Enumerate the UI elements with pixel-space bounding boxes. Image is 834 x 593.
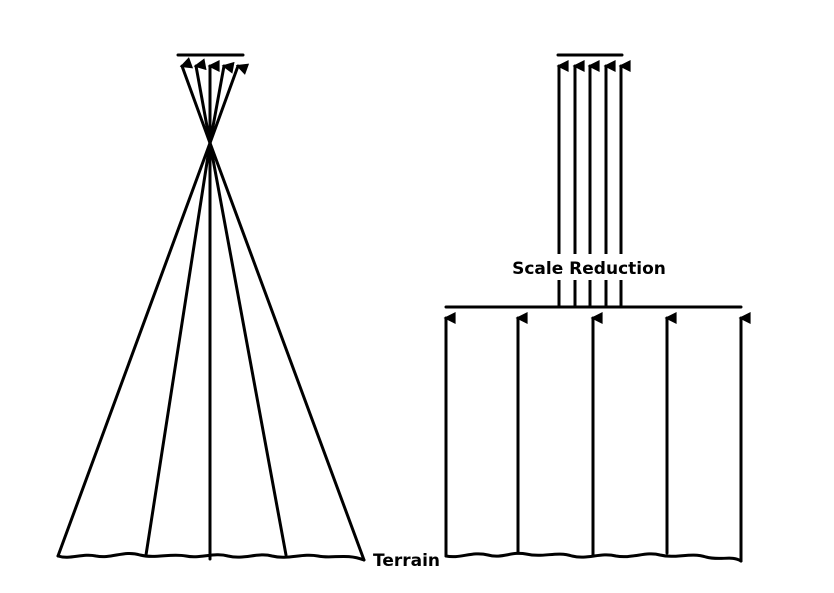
perspective-rays [56, 57, 366, 562]
parallel-rays [443, 312, 751, 563]
scale-reduction-label-bg [507, 254, 671, 280]
perspective-ray-arrow [208, 61, 235, 145]
perspective-ray-arrow [208, 63, 250, 145]
perspective-ray-arrow [193, 58, 212, 145]
orthographic-projection: Scale Reduction [443, 53, 751, 563]
perspective-ray-arrow [179, 57, 212, 145]
scale-reduction-label: Scale Reduction [512, 259, 666, 279]
perspective-ray [144, 141, 212, 557]
terrain-surface-left [56, 551, 366, 562]
perspective-ray [208, 141, 366, 562]
perspective-ray [208, 141, 288, 557]
terrain-surface-right [444, 551, 743, 563]
terrain-label: Terrain [373, 551, 440, 571]
perspective-projection [56, 53, 366, 562]
perspective-ray [56, 141, 212, 558]
